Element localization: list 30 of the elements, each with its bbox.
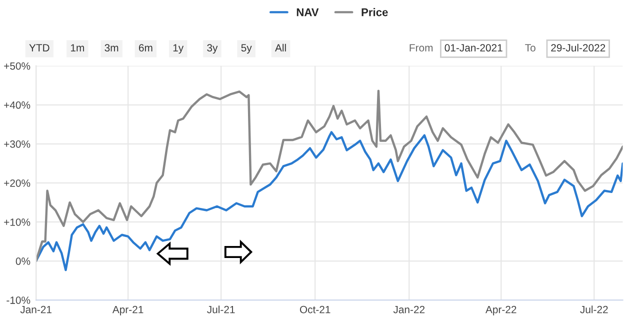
text: 1m: [70, 44, 84, 52]
text: To: [525, 44, 536, 52]
text: YTD: [29, 44, 50, 52]
line-series: [36, 90, 623, 262]
y-tick-label: +30%: [4, 140, 30, 148]
x-tick-label: Jul-21: [207, 306, 235, 314]
x-tick-label: Jul-22: [580, 306, 608, 314]
line-series: [36, 131, 623, 272]
legend-label: NAV: [296, 8, 319, 16]
text: 6m: [138, 44, 152, 52]
y-tick-label: +40%: [4, 101, 30, 109]
text: 3m: [104, 44, 118, 52]
text: 01-Jan-2021: [444, 44, 502, 52]
y-tick-label: +20%: [4, 179, 30, 187]
x-tick-label: Apr-21: [112, 306, 144, 316]
text: 3y: [207, 44, 218, 54]
y-tick-label: -10%: [6, 296, 30, 304]
x-tick-label: Apr-22: [486, 306, 516, 316]
x-tick-label: Jan-21: [20, 306, 52, 314]
text: 5y: [241, 44, 252, 54]
y-tick-label: 0%: [16, 258, 30, 265]
y-tick-label: +50%: [4, 62, 30, 70]
text: 1y: [173, 44, 184, 54]
text: All: [275, 44, 286, 52]
x-tick-label: Oct-21: [300, 306, 330, 314]
legend-label: Price: [362, 8, 388, 16]
text: From: [410, 44, 433, 52]
text: 29-Jul-2022: [551, 44, 606, 52]
y-tick-label: +10%: [4, 218, 30, 226]
x-tick-label: Jan-22: [393, 306, 425, 314]
